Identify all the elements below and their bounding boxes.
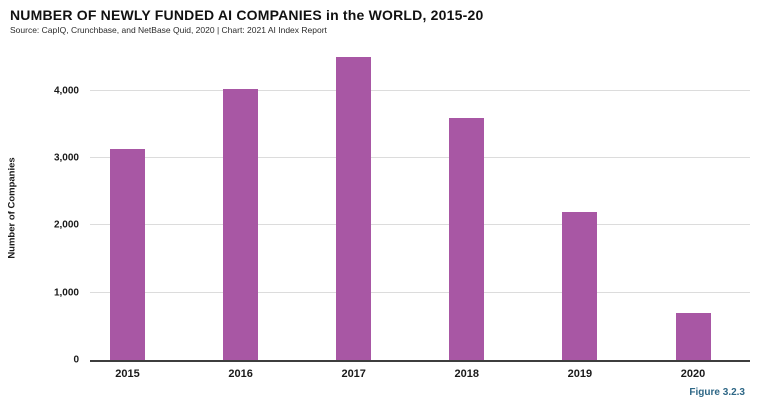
y-axis-title: Number of Companies (6, 157, 18, 259)
chart-title: NUMBER OF NEWLY FUNDED AI COMPANIES in t… (10, 7, 484, 23)
y-tick-label-4000: 4,000 (53, 85, 79, 97)
x-tick-label-2016: 2016 (228, 368, 253, 380)
y-tick-label-2000: 2,000 (53, 219, 79, 231)
bar-2019 (562, 211, 598, 360)
x-tick-label-2017: 2017 (341, 368, 366, 380)
x-tick-label-2020: 2020 (680, 368, 706, 380)
gridline-3000 (90, 157, 750, 159)
y-tick-label-0: 0 (73, 354, 79, 366)
x-tick-label-2018: 2018 (454, 368, 480, 380)
bar-2018 (449, 117, 485, 360)
bar-2020 (675, 312, 711, 360)
gridline-4000 (90, 89, 750, 91)
x-tick-label-2019: 2019 (567, 368, 593, 380)
gridline-2000 (90, 224, 750, 226)
x-tick-label-2015: 2015 (115, 368, 140, 380)
figure-number-label: Figure 3.2.3 (689, 387, 745, 398)
chart-source: Source: CapIQ, Crunchbase, and NetBase Q… (10, 25, 327, 35)
gridline-1000 (90, 291, 750, 293)
bar-2015 (110, 149, 145, 360)
y-tick-label-3000: 3,000 (53, 152, 79, 164)
y-tick-label-1000: 1,000 (53, 287, 79, 299)
bar-2016 (223, 88, 259, 360)
plot-area: 0 1,000 2,000 3,000 4,000 2015 2016 2017 2018 201… (54, 55, 750, 380)
bar-2017 (336, 57, 372, 360)
